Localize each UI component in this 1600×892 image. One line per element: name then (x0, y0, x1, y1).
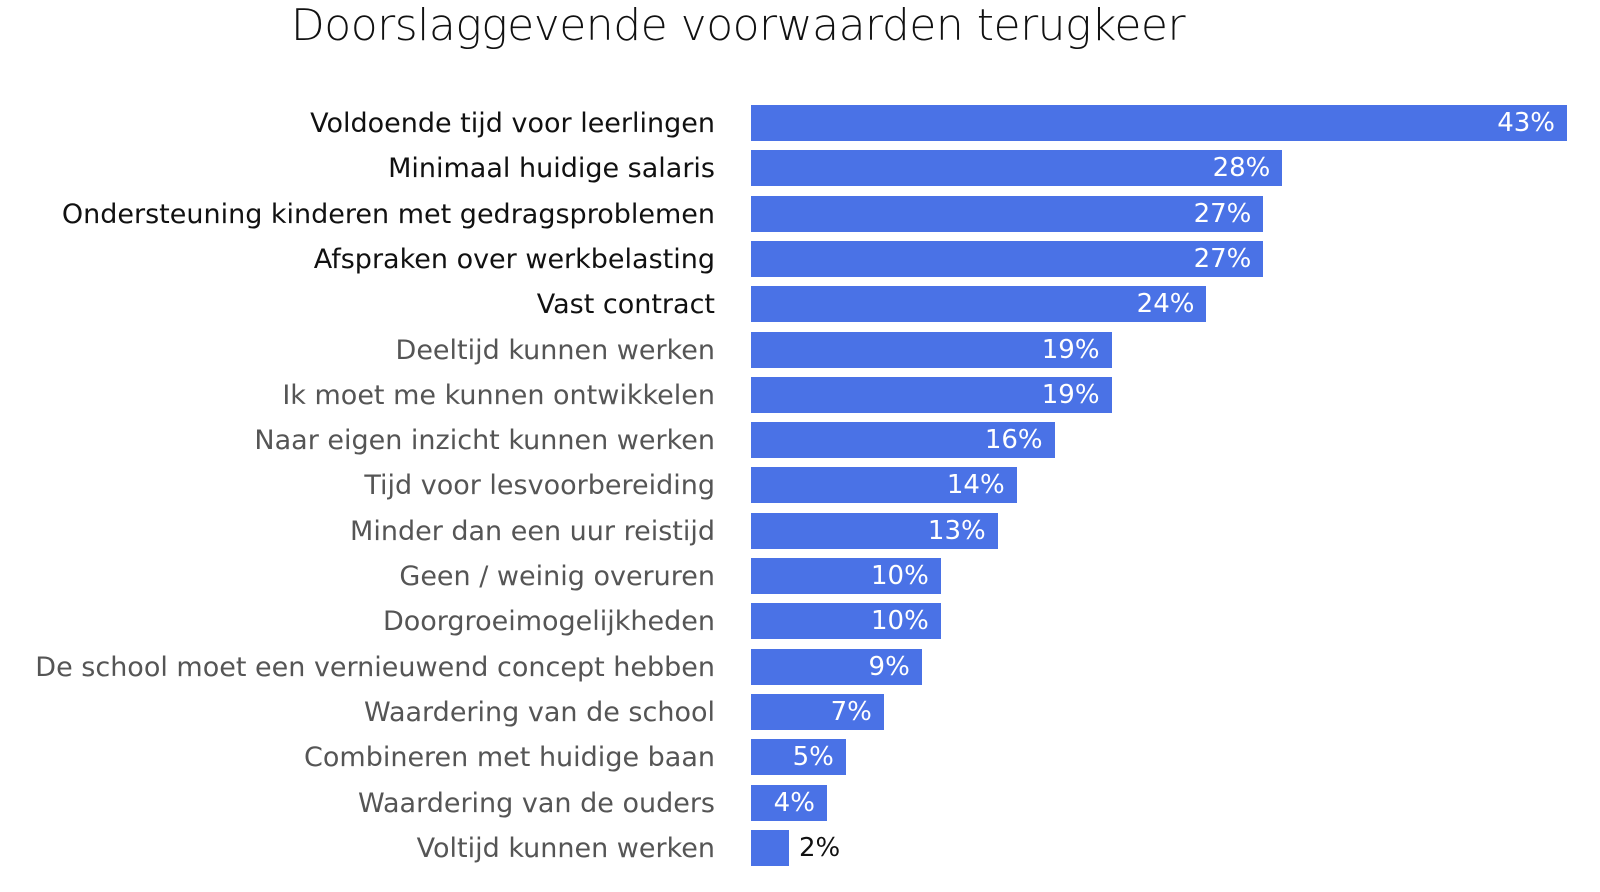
data-label: 4% (773, 787, 815, 818)
category-label: Minimaal huidige salaris (388, 153, 715, 185)
category-label: Voltijd kunnen werken (416, 832, 715, 864)
category-label: Ik moet me kunnen ontwikkelen (282, 379, 715, 411)
data-label: 7% (830, 696, 872, 727)
data-label: 27% (1193, 198, 1252, 229)
category-label: Combineren met huidige baan (304, 742, 715, 774)
category-label: Waardering van de ouders (358, 787, 715, 819)
bar (751, 422, 1055, 459)
data-label: 43% (1497, 108, 1555, 138)
category-label: Minder dan een uur reistijd (350, 515, 715, 547)
data-label: 9% (868, 651, 910, 682)
bar (751, 240, 1264, 277)
bar (751, 105, 1567, 141)
bar (751, 829, 789, 866)
bar (751, 648, 922, 685)
bar (751, 603, 941, 640)
category-label: Doorgroeimogelijkheden (382, 606, 715, 638)
category-label: De school moet een vernieuwend concept h… (35, 651, 715, 683)
data-label: 10% (870, 606, 929, 637)
data-label: 16% (984, 425, 1043, 456)
category-label: Naar eigen inzicht kunnen werken (254, 425, 715, 457)
bar (751, 150, 1283, 187)
chart-title: Doorslaggevende voorwaarden terugkeer (290, 0, 1186, 51)
bar (751, 286, 1207, 323)
bar (751, 195, 1264, 232)
data-label: 27% (1193, 243, 1252, 274)
data-label: 24% (1136, 289, 1195, 320)
data-label: 5% (792, 742, 834, 773)
category-label: Geen / weinig overuren (399, 561, 715, 592)
data-label: 28% (1212, 153, 1271, 184)
category-label: Waardering van de school (364, 696, 715, 728)
bar (751, 558, 941, 594)
data-label: 19% (1041, 379, 1100, 410)
data-label: 14% (946, 470, 1005, 501)
bar (751, 331, 1112, 368)
category-label: Tijd voor lesvoorbereiding (364, 470, 715, 502)
category-label: Afspraken over werkbelasting (313, 243, 715, 275)
category-label: Deeltijd kunnen werken (395, 334, 715, 366)
bar (751, 376, 1112, 413)
category-label: Vast contract (536, 289, 715, 321)
category-label: Voldoende tijd voor leerlingen (310, 108, 715, 139)
bar (751, 784, 827, 821)
data-label: 13% (927, 515, 986, 546)
bar (751, 739, 846, 776)
data-label: 19% (1041, 334, 1100, 365)
bar (751, 467, 1017, 504)
bar (751, 512, 998, 549)
data-label: 2% (798, 832, 841, 863)
bar (751, 693, 884, 730)
category-label: Ondersteuning kinderen met gedragsproble… (61, 198, 715, 230)
data-label: 10% (870, 561, 929, 591)
